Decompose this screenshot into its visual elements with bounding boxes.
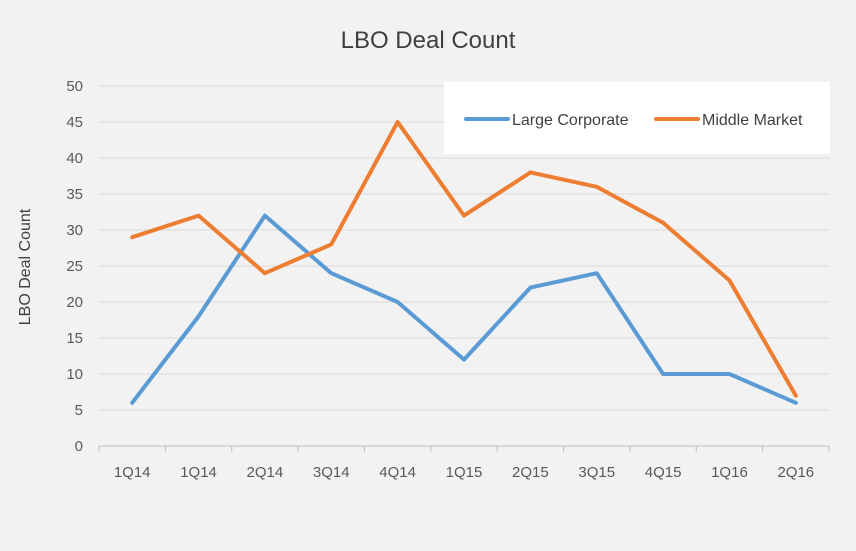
y-tick-label: 5 xyxy=(75,402,83,419)
y-tick-label: 0 xyxy=(75,438,83,455)
y-axis-ticks: 0 5 10 15 20 25 30 35 40 45 50 xyxy=(66,78,83,455)
series-line-middle-market xyxy=(130,120,798,398)
x-tick-label: 4Q15 xyxy=(645,464,682,481)
y-tick-label: 35 xyxy=(66,186,83,203)
y-tick-label: 10 xyxy=(66,366,83,383)
x-tick-label: 1Q15 xyxy=(446,464,483,481)
y-tick-label: 30 xyxy=(66,222,83,239)
chart-title: LBO Deal Count xyxy=(341,27,516,54)
legend-label-middle-market: Middle Market xyxy=(702,112,803,129)
legend: Large Corporate Middle Market xyxy=(444,82,830,154)
x-tick-label: 1Q14 xyxy=(114,464,151,481)
series-lines xyxy=(130,120,798,405)
x-tick-label: 2Q15 xyxy=(512,464,549,481)
x-tick-label: 3Q14 xyxy=(313,464,350,481)
y-tick-label: 45 xyxy=(66,114,83,131)
x-tick-label: 2Q16 xyxy=(777,464,814,481)
y-tick-label: 15 xyxy=(66,330,83,347)
y-tick-label: 50 xyxy=(66,78,83,95)
legend-label-large-corporate: Large Corporate xyxy=(512,112,629,129)
x-axis-ticks: 1Q14 1Q14 2Q14 3Q14 4Q14 1Q15 2Q15 3Q15 4Q15 1Q16… xyxy=(98,446,830,481)
y-axis-label: LBO Deal Count xyxy=(17,208,34,325)
x-tick-label: 4Q14 xyxy=(379,464,416,481)
y-tick-label: 40 xyxy=(66,150,83,167)
series-line-large-corporate xyxy=(130,213,798,405)
x-tick-label: 1Q16 xyxy=(711,464,748,481)
y-tick-label: 25 xyxy=(66,258,83,275)
y-tick-label: 20 xyxy=(66,294,83,311)
x-tick-label: 3Q15 xyxy=(578,464,615,481)
x-tick-label: 2Q14 xyxy=(247,464,284,481)
x-tick-label: 1Q14 xyxy=(180,464,217,481)
